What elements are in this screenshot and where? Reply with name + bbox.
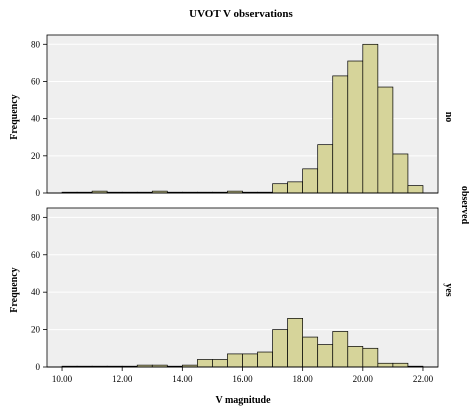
- histogram-bar: [377, 86, 394, 194]
- histogram-bar: [272, 183, 288, 194]
- x-tick-label: 10.00: [52, 374, 73, 384]
- histogram-bar: [257, 351, 273, 368]
- panel-yes: 0 20 40 60 80: [31, 207, 439, 372]
- y-tick-label: 40: [31, 114, 41, 124]
- histogram-bar: [332, 331, 349, 368]
- histogram-bar: [347, 346, 364, 368]
- histogram-bar: [227, 353, 243, 368]
- histogram-bar: [377, 362, 394, 368]
- histogram-bar: [197, 359, 213, 368]
- x-axis-label: V magnitude: [215, 395, 271, 406]
- y-tick-label: 0: [36, 188, 41, 198]
- x-tick-label: 16.00: [232, 374, 253, 384]
- y-tick-label: 60: [31, 250, 41, 260]
- x-tick-label: 18.00: [293, 374, 314, 384]
- histogram-bar: [332, 75, 349, 194]
- histogram-bar: [407, 185, 424, 194]
- plot-frame: [46, 207, 439, 368]
- histogram-bar: [317, 344, 334, 368]
- x-axis: 10.00 12.00 14.00 16.00 18.00 20.00 22.00: [52, 367, 434, 384]
- y-tick-label: 20: [31, 325, 41, 335]
- panel-no: 0 20 40 60 80: [31, 34, 439, 198]
- histogram-bar: [392, 153, 409, 194]
- y-tick-label: 40: [31, 287, 41, 297]
- y-tick-label: 0: [36, 362, 41, 372]
- y-tick-label: 80: [31, 39, 41, 49]
- facet-label: observed: [459, 186, 469, 225]
- y-tick-label: 20: [31, 151, 41, 161]
- y-axis-label-top: Frequency: [9, 94, 20, 139]
- x-tick-label: 14.00: [172, 374, 193, 384]
- histogram-bar: [242, 353, 258, 368]
- y-tick-label: 60: [31, 76, 41, 86]
- x-tick-label: 22.00: [413, 374, 434, 384]
- histogram-bar: [212, 359, 228, 368]
- histogram-bar: [302, 336, 319, 368]
- histogram-bar: [272, 329, 288, 368]
- histogram-bar: [287, 318, 304, 368]
- panel-label-no: no: [443, 112, 454, 123]
- y-axis-label-bottom: Frequency: [9, 267, 20, 312]
- x-tick-label: 12.00: [112, 374, 133, 384]
- chart-title: UVOT V observations: [189, 8, 293, 20]
- y-tick-label: 80: [31, 212, 41, 222]
- x-tick-label: 20.00: [353, 374, 374, 384]
- histogram-bar: [362, 43, 379, 194]
- panel-label-yes: yes: [443, 283, 454, 296]
- histogram-bar: [287, 181, 304, 194]
- histogram-bar: [317, 144, 334, 194]
- histogram-bar: [392, 362, 409, 368]
- histogram-bar: [347, 60, 364, 194]
- histogram-bar: [362, 347, 379, 368]
- histogram-bar: [302, 168, 319, 194]
